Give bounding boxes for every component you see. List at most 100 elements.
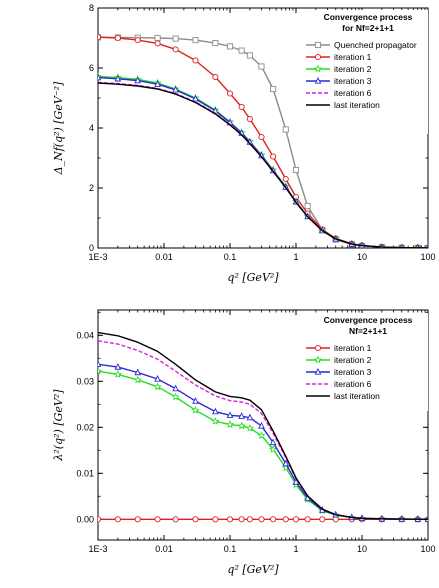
legend-title-line: Nf=2+1+1 xyxy=(349,326,387,336)
series-1-point xyxy=(304,202,311,210)
series-3-point xyxy=(269,438,277,446)
legend-marker-2 xyxy=(313,355,323,364)
series-1-point xyxy=(238,47,245,54)
series-2-point xyxy=(237,421,246,430)
y-tick-label: 0.00 xyxy=(76,514,94,524)
series-3-point xyxy=(226,411,234,418)
series-1-point xyxy=(192,37,199,44)
y-tick-label: 4 xyxy=(89,123,94,133)
series-1-point xyxy=(238,516,245,523)
x-tick-label: 10 xyxy=(357,252,367,262)
series-1-point xyxy=(246,52,253,59)
legend-entry-3: iteration 3 xyxy=(334,367,372,377)
series-3-point xyxy=(154,374,161,382)
series-3-point xyxy=(134,368,142,376)
series-1-point xyxy=(154,516,161,523)
series-1-point xyxy=(282,126,289,133)
series-2-point xyxy=(133,375,142,384)
y-axis-title: Δ_Nf(q²) [GeV⁻²] xyxy=(52,81,65,175)
legend-marker-3 xyxy=(313,64,323,73)
legend-entry-5: last iteration xyxy=(334,391,380,401)
legend-title-line: Convergence process xyxy=(324,12,413,22)
series-2-point xyxy=(154,40,161,47)
series-4-point xyxy=(192,94,199,102)
legend-entry-6: last iteration xyxy=(334,100,380,110)
x-tick-label: 0.1 xyxy=(224,252,237,262)
series-2-point xyxy=(211,417,220,425)
series-1-point xyxy=(258,63,265,70)
series-4-point xyxy=(134,76,142,84)
x-tick-label: 0.01 xyxy=(155,252,173,262)
series-1-point xyxy=(114,516,121,523)
y-tick-label: 0.02 xyxy=(76,422,94,432)
legend-entry-4: iteration 6 xyxy=(334,379,372,389)
plot-frame xyxy=(97,309,429,541)
series-1-point xyxy=(292,516,300,523)
series-3-point xyxy=(98,360,102,367)
x-tick-label: 0.01 xyxy=(155,544,173,554)
series-1-point xyxy=(282,516,289,523)
series-1-point xyxy=(192,516,199,523)
series-2-point xyxy=(114,34,121,42)
x-tick-label: 1E-3 xyxy=(88,252,107,262)
series-2-point xyxy=(257,431,266,440)
legend-entry-2: iteration 1 xyxy=(334,52,372,62)
series-1-point xyxy=(258,516,265,523)
series-2-point xyxy=(246,115,253,123)
series-1-point xyxy=(172,516,179,523)
series-group xyxy=(98,34,428,248)
series-line-6 xyxy=(98,82,428,248)
series-2-point xyxy=(153,382,162,391)
series-1-point xyxy=(226,43,234,50)
series-2-point xyxy=(171,392,180,401)
series-1-point xyxy=(212,516,219,523)
series-2-point xyxy=(172,46,179,53)
series-4-point xyxy=(154,80,161,87)
legend-title-line: Convergence process xyxy=(324,315,413,325)
legend-marker-2 xyxy=(314,53,322,61)
x-tick-label: 10 xyxy=(357,544,367,554)
x-tick-label: 100 xyxy=(420,252,435,262)
y-tick-label: 0.04 xyxy=(76,330,94,340)
series-4-point xyxy=(172,85,179,93)
series-3-point xyxy=(114,363,122,370)
series-2-point xyxy=(245,423,254,432)
series-1-point xyxy=(154,34,161,42)
series-2-point xyxy=(226,90,234,97)
y-tick-label: 0 xyxy=(89,243,94,253)
series-3-point xyxy=(282,459,290,467)
series-2-point xyxy=(98,366,103,375)
series-4-point xyxy=(98,73,102,81)
series-2-point xyxy=(98,34,102,41)
x-tick-label: 0.1 xyxy=(224,544,237,554)
legend-entry-4: iteration 3 xyxy=(334,76,372,86)
series-2-point xyxy=(270,153,277,160)
legend-entry-5: iteration 6 xyxy=(334,88,372,98)
x-tick-label: 1 xyxy=(293,252,298,262)
series-2-point xyxy=(238,103,245,111)
y-tick-label: 0.03 xyxy=(76,376,94,386)
legend-title-line: for Nf=2+1+1 xyxy=(342,23,394,33)
series-3-point xyxy=(192,397,199,404)
series-1-point xyxy=(98,516,102,523)
y-tick-label: 6 xyxy=(89,63,94,73)
series-2-point xyxy=(212,73,219,81)
legend-box xyxy=(300,313,428,411)
x-tick-label: 100 xyxy=(420,544,435,554)
legend-marker-4 xyxy=(314,76,322,84)
series-2-point xyxy=(282,175,289,183)
series-2-point xyxy=(192,57,199,64)
series-3-point xyxy=(238,412,245,419)
series-1-point xyxy=(304,516,311,523)
chart-panel-1: 1E-3 0.01 0.1 1 10 100 0 2 4 6 8 q² [GeV²] Δ_Nf(q²) … xyxy=(52,3,436,284)
series-2-point xyxy=(258,133,265,141)
legend-marker-1 xyxy=(314,344,322,352)
y-tick-label: 2 xyxy=(89,183,94,193)
series-group xyxy=(98,331,428,523)
legend-box xyxy=(300,10,428,134)
series-1-point xyxy=(246,516,253,523)
series-line-5 xyxy=(98,331,428,520)
series-1-point xyxy=(292,166,300,174)
